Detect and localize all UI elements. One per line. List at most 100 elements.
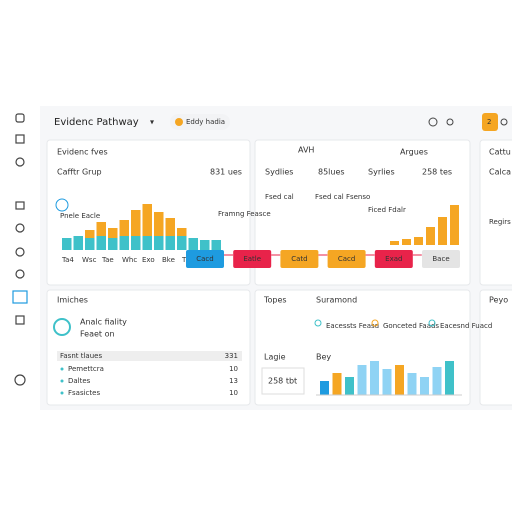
column: Syrlies bbox=[368, 168, 395, 177]
row-label: Daltes bbox=[68, 377, 91, 385]
card-title: Cattu bbox=[489, 148, 511, 157]
heading: Argues bbox=[400, 148, 428, 157]
bar bbox=[407, 373, 417, 395]
bar-label: Bke bbox=[162, 256, 175, 264]
bar bbox=[390, 241, 399, 245]
card-title: Peyo bbox=[489, 296, 508, 305]
bar bbox=[420, 377, 429, 395]
row-bullet bbox=[60, 379, 64, 383]
bar bbox=[438, 217, 447, 245]
label: Lagie bbox=[264, 353, 286, 362]
button-label: 2 bbox=[487, 118, 491, 126]
icon bbox=[55, 198, 69, 212]
table-header: 331 bbox=[225, 352, 238, 360]
bar bbox=[200, 240, 210, 250]
dropdown: ▾ bbox=[150, 118, 154, 127]
label: Regirs bbox=[489, 218, 511, 226]
note: Framng Feasce bbox=[218, 210, 271, 218]
bar bbox=[445, 361, 454, 395]
bar bbox=[73, 236, 83, 250]
header-icons[interactable] bbox=[428, 117, 508, 127]
card-subtitle: Suramond bbox=[316, 296, 357, 305]
highlight: Feaet on bbox=[80, 330, 115, 339]
flow-box[interactable] bbox=[233, 250, 272, 268]
bar bbox=[62, 238, 72, 250]
label: Bey bbox=[316, 353, 331, 362]
table-header-bg bbox=[57, 351, 242, 361]
card-title: Evidenc fves bbox=[57, 148, 108, 157]
row-bullet bbox=[60, 391, 64, 395]
bar-segment bbox=[96, 222, 106, 236]
bar bbox=[108, 238, 118, 250]
bar bbox=[402, 239, 411, 245]
row-label: Pemettcra bbox=[68, 365, 104, 373]
flow-box[interactable] bbox=[327, 250, 366, 268]
pill-icon bbox=[175, 118, 183, 126]
bar bbox=[188, 238, 198, 250]
row-bullet bbox=[60, 367, 64, 371]
card-title: Topes bbox=[263, 296, 287, 305]
card-title: Imiches bbox=[57, 296, 88, 305]
bar bbox=[320, 381, 329, 395]
bar-segment bbox=[119, 220, 129, 236]
pill[interactable] bbox=[170, 114, 230, 130]
topic-icon bbox=[314, 319, 322, 327]
pill-label[interactable]: Eddy hadia bbox=[186, 118, 225, 126]
note: Fsed cal bbox=[265, 193, 294, 201]
column: Sydlies bbox=[265, 168, 293, 177]
flow-box[interactable] bbox=[186, 250, 224, 268]
stat: 258 tbt bbox=[268, 377, 297, 386]
bar bbox=[426, 227, 435, 245]
flow-label: Cacd bbox=[338, 255, 355, 263]
action-button[interactable] bbox=[482, 113, 498, 131]
bar bbox=[85, 238, 95, 250]
bar bbox=[345, 377, 354, 395]
flow-label: Catd bbox=[291, 255, 307, 263]
sidebar-icons[interactable] bbox=[12, 113, 28, 386]
bar bbox=[177, 236, 187, 250]
bar bbox=[165, 236, 175, 250]
bar-label: Ta4 bbox=[61, 256, 74, 264]
row-value: 10 bbox=[229, 365, 238, 373]
bar-label: Exo bbox=[142, 256, 155, 264]
bar bbox=[357, 365, 367, 395]
column-value: 258 tes bbox=[422, 168, 452, 177]
bar-label: Wsc bbox=[82, 256, 97, 264]
bar bbox=[414, 237, 423, 245]
bar bbox=[432, 367, 442, 395]
column-value: 85lues bbox=[318, 168, 345, 177]
topic: Eacesnd Fuacd bbox=[440, 322, 492, 330]
note: Fsed cal Fsenso bbox=[315, 193, 370, 201]
heading: AVH bbox=[298, 146, 314, 155]
flow-label: Cacd bbox=[196, 255, 213, 263]
page-title: Evidenc Pathway bbox=[54, 117, 139, 128]
flow-label: Eatle bbox=[243, 255, 261, 263]
icon bbox=[53, 318, 71, 336]
bar-segment bbox=[131, 210, 141, 236]
bar bbox=[119, 236, 129, 250]
card-subtitle: Cafftr Grup bbox=[57, 168, 102, 177]
row-value: 10 bbox=[229, 389, 238, 397]
bar bbox=[96, 236, 106, 250]
bar bbox=[382, 369, 392, 395]
bar bbox=[395, 365, 404, 395]
bar-label: Tae bbox=[101, 256, 114, 264]
bar-segment bbox=[154, 212, 164, 236]
topic: Gonceted Faads bbox=[383, 322, 439, 330]
flow-box[interactable] bbox=[374, 250, 413, 268]
note: Ficed Fdalr bbox=[368, 206, 406, 214]
topic-icon bbox=[371, 319, 379, 327]
cards bbox=[46, 139, 512, 406]
highlight: Analc fiality bbox=[80, 318, 127, 327]
bar bbox=[154, 236, 164, 250]
note: Pnele Eacle bbox=[60, 212, 100, 220]
topic: Eacessts Feasd bbox=[326, 322, 379, 330]
flow-label: Bace bbox=[432, 255, 449, 263]
topic-icon bbox=[428, 319, 436, 327]
bar-segment bbox=[85, 230, 95, 238]
bar bbox=[450, 205, 459, 245]
card-subtitle: Calca bbox=[489, 168, 511, 177]
flow-box[interactable] bbox=[280, 250, 319, 268]
flow-box[interactable] bbox=[422, 250, 460, 268]
